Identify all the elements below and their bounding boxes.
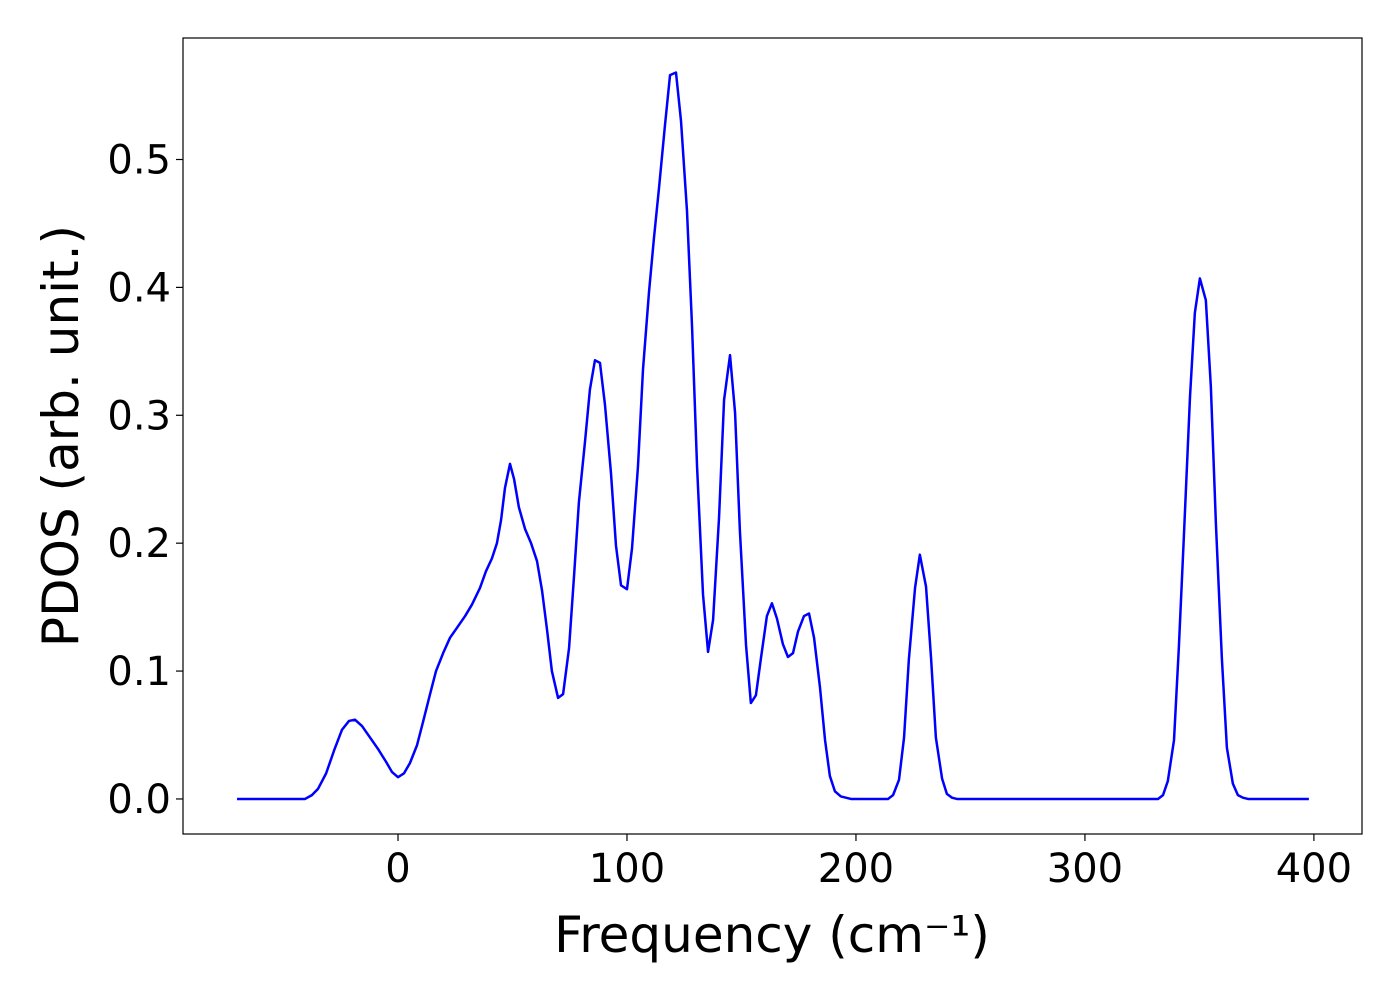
plot-frame bbox=[182, 37, 1363, 835]
y-tick-label: 0.2 bbox=[107, 521, 171, 567]
y-tick-label: 0.5 bbox=[107, 137, 171, 183]
y-axis-label: PDOS (arb. unit.) bbox=[32, 225, 90, 647]
x-tick-label: 0 bbox=[385, 846, 410, 892]
x-tick-label: 100 bbox=[589, 846, 665, 892]
x-tick-label: 200 bbox=[818, 846, 894, 892]
x-tick-label: 400 bbox=[1276, 846, 1352, 892]
y-tick-label: 0.3 bbox=[107, 393, 171, 439]
y-tick-label: 0.4 bbox=[107, 265, 171, 311]
data-line bbox=[237, 71, 1309, 801]
x-tick-label: 300 bbox=[1047, 846, 1123, 892]
y-tick-label: 0.0 bbox=[107, 777, 171, 823]
y-tick-label: 0.1 bbox=[107, 649, 171, 695]
x-axis-label: Frequency (cm⁻¹) bbox=[554, 906, 990, 964]
